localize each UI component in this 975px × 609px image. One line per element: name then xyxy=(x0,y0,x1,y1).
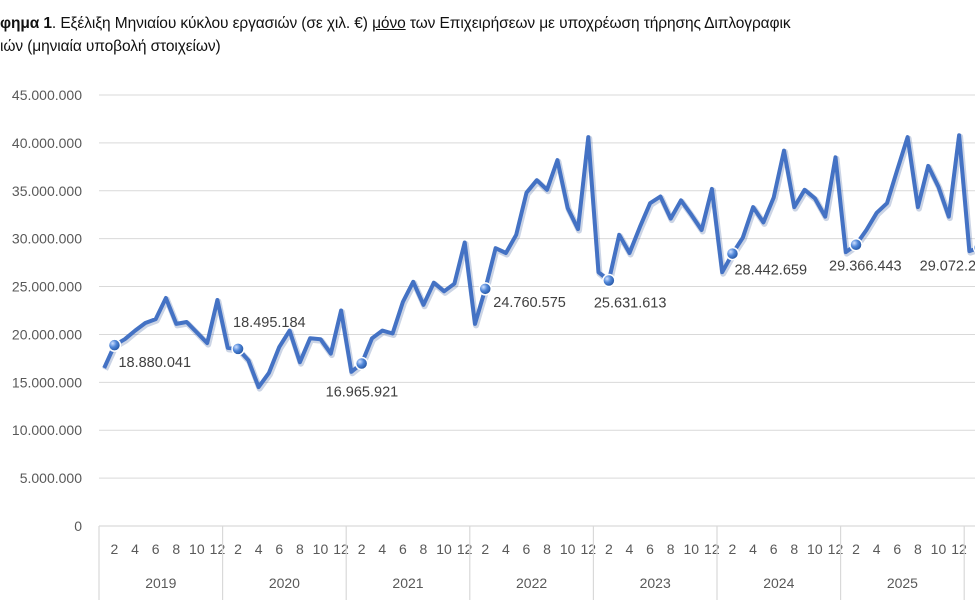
chart-title-prefix: φημα 1 xyxy=(0,15,52,32)
x-month-tick-label: 10 xyxy=(931,541,947,557)
x-month-tick-label: 10 xyxy=(313,541,329,557)
chart-title-text: . Εξέλιξη Μηνιαίου κύκλου εργασιών (σε χ… xyxy=(51,15,373,32)
gridlines xyxy=(99,94,975,479)
x-month-tick-label: 4 xyxy=(378,541,386,557)
y-tick-label: 10.000.000 xyxy=(12,422,82,438)
x-month-tick-label: 2 xyxy=(605,541,613,557)
x-year-label: 2022 xyxy=(516,575,547,591)
y-tick-label: 20.000.000 xyxy=(12,326,82,342)
x-month-tick-label: 2 xyxy=(729,541,737,557)
x-month-tick-label: 4 xyxy=(502,541,510,557)
data-point-marker xyxy=(231,342,245,356)
data-label: 28.442.659 xyxy=(734,263,807,279)
data-label: 29.366.443 xyxy=(829,259,902,275)
x-month-tick-label: 12 xyxy=(580,541,596,557)
x-year-label: 2025 xyxy=(887,575,918,591)
y-tick-label: 35.000.000 xyxy=(12,183,82,199)
x-year-label: 2024 xyxy=(763,575,794,591)
chart-title-line2: ιών (μηνιαία υποβολή στοιχείων) xyxy=(0,38,221,55)
x-month-tick-label: 6 xyxy=(152,541,160,557)
data-label: 24.760.575 xyxy=(493,295,566,311)
x-month-tick-label: 8 xyxy=(790,541,798,557)
chart-title-rest: των Επιχειρήσεων με υποχρέωση τήρησης Δι… xyxy=(405,15,791,32)
data-point-marker xyxy=(602,273,616,288)
data-label: 25.631.613 xyxy=(594,296,667,312)
data-point-marker xyxy=(725,246,740,261)
x-month-tick-label: 4 xyxy=(131,541,139,557)
x-year-label: 2021 xyxy=(392,575,423,591)
chart-title: φημα 1. Εξέλιξη Μηνιαίου κύκλου εργασιών… xyxy=(0,12,975,58)
x-month-tick-label: 6 xyxy=(275,541,283,557)
x-month-tick-label: 4 xyxy=(873,541,881,557)
data-point-marker xyxy=(354,356,369,371)
x-month-tick-label: 2 xyxy=(852,541,860,557)
x-month-tick-label: 8 xyxy=(914,541,922,557)
data-label: 29.072.2 xyxy=(920,259,975,275)
x-month-tick-label: 10 xyxy=(436,541,452,557)
x-month-tick-label: 8 xyxy=(667,541,675,557)
x-month-tick-label: 2 xyxy=(111,541,119,557)
x-month-tick-label: 10 xyxy=(189,541,205,557)
x-month-tick-label: 4 xyxy=(626,541,634,557)
y-tick-label: 15.000.000 xyxy=(12,374,82,390)
x-month-tick-label: 2 xyxy=(481,541,489,557)
y-axis: 0 5.000.000 10.000.000 15.000.000 20.000.000… xyxy=(12,87,82,534)
y-tick-label: 0 xyxy=(74,518,82,534)
data-point-marker xyxy=(478,282,492,296)
x-year-label: 2019 xyxy=(145,575,176,591)
x-month-tick-label: 6 xyxy=(770,541,778,557)
x-month-tick-label: 12 xyxy=(951,541,967,557)
x-month-tick-label: 4 xyxy=(749,541,757,557)
data-point-marker xyxy=(849,237,863,252)
x-month-tick-label: 10 xyxy=(683,541,699,557)
data-label: 16.965.921 xyxy=(326,385,399,401)
x-month-tick-label: 6 xyxy=(646,541,654,557)
x-month-tick-label: 12 xyxy=(457,541,473,557)
x-year-label: 2023 xyxy=(640,575,671,591)
data-labels: 18.880.041 18.495.184 16.965.921 24.760.575… xyxy=(107,237,975,401)
x-month-tick-label: 12 xyxy=(704,541,720,557)
x-month-tick-label: 2 xyxy=(358,541,366,557)
x-month-tick-label: 10 xyxy=(807,541,823,557)
y-tick-label: 30.000.000 xyxy=(12,231,82,247)
x-month-tick-label: 2 xyxy=(234,541,242,557)
x-month-tick-label: 12 xyxy=(828,541,844,557)
y-tick-label: 45.000.000 xyxy=(12,87,82,103)
y-tick-label: 5.000.000 xyxy=(20,470,82,486)
x-month-tick-label: 6 xyxy=(523,541,531,557)
series-line-group xyxy=(102,133,975,392)
y-tick-label: 40.000.000 xyxy=(12,135,82,151)
x-month-tick-label: 8 xyxy=(543,541,551,557)
x-month-tick-label: 8 xyxy=(296,541,304,557)
data-point-marker xyxy=(107,338,122,352)
x-month-tick-label: 8 xyxy=(420,541,428,557)
x-year-label: 2020 xyxy=(269,575,300,591)
chart-title-underlined: μόνο xyxy=(372,15,406,32)
x-month-tick-label: 6 xyxy=(399,541,407,557)
x-month-tick-label: 6 xyxy=(893,541,901,557)
x-month-tick-label: 4 xyxy=(255,541,263,557)
data-label: 18.880.041 xyxy=(118,355,191,371)
y-tick-label: 25.000.000 xyxy=(12,279,82,295)
x-month-tick-label: 12 xyxy=(333,541,349,557)
x-month-tick-label: 8 xyxy=(172,541,180,557)
series-line xyxy=(102,133,975,390)
data-label: 18.495.184 xyxy=(233,315,306,331)
x-month-tick-label: 12 xyxy=(210,541,226,557)
x-month-tick-label: 10 xyxy=(560,541,576,557)
